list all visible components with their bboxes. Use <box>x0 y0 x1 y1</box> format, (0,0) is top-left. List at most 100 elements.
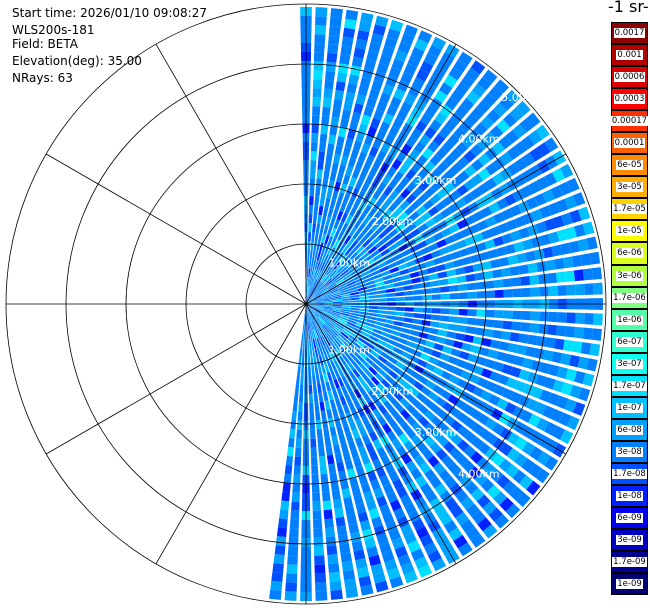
ppi-gate <box>278 518 288 529</box>
ppi-gate <box>336 425 344 436</box>
ppi-gate <box>365 280 375 286</box>
ppi-gate <box>285 455 294 466</box>
ppi-gate <box>313 70 323 80</box>
ppi-gate <box>559 163 574 179</box>
ppi-gate <box>349 476 359 488</box>
ppi-gate <box>355 365 365 376</box>
ppi-gate <box>365 442 375 454</box>
ppi-gate <box>522 441 536 456</box>
ppi-gate <box>375 281 385 287</box>
ppi-gate <box>395 296 405 302</box>
ppi-gate <box>448 284 459 292</box>
ppi-gate <box>449 189 462 202</box>
ppi-gate <box>548 364 560 377</box>
ppi-gate <box>329 199 337 209</box>
ppi-gate <box>331 259 339 269</box>
ppi-gate <box>330 227 337 238</box>
ppi-gate <box>322 179 329 189</box>
ppi-gate <box>326 372 333 382</box>
ppi-gate <box>333 261 341 270</box>
ppi-gate <box>365 322 375 328</box>
ppi-gate <box>313 546 325 556</box>
ppi-gate <box>338 317 348 324</box>
ppi-gate <box>337 192 345 202</box>
ppi-gate <box>455 453 469 467</box>
ppi-gate <box>309 420 316 430</box>
ppi-gate <box>425 340 436 349</box>
ppi-gate <box>482 524 498 539</box>
ppi-gate <box>349 291 360 296</box>
ppi-gate <box>512 469 527 484</box>
azimuth-spoke-4 <box>305 303 567 455</box>
ppi-gate <box>396 109 408 122</box>
colorbar-level-6: 6e-05 <box>611 154 648 177</box>
ppi-gate <box>364 59 377 71</box>
ppi-gate <box>564 326 576 338</box>
ppi-gate <box>383 278 394 285</box>
ppi-gate <box>320 287 329 294</box>
ppi-gate <box>342 193 351 204</box>
ppi-gate <box>339 395 347 406</box>
colorbar: 0.0017 0.001 0.0006 0.0003 0.00017 0.0001 6e-0… <box>610 22 649 596</box>
ppi-gate <box>386 310 396 316</box>
ppi-gate <box>529 274 540 285</box>
ppi-gate <box>492 422 505 436</box>
ppi-gate <box>357 286 368 292</box>
ppi-gate <box>353 219 362 230</box>
ppi-gate <box>399 268 410 276</box>
ppi-gate <box>320 473 329 484</box>
ppi-gate <box>312 320 317 330</box>
range-ring-label: 1.00km <box>328 257 370 270</box>
ppi-gate <box>314 299 324 303</box>
ppi-gate <box>384 462 396 475</box>
ppi-gate <box>418 268 429 276</box>
ppi-gate <box>435 200 447 212</box>
ppi-gate <box>559 429 574 445</box>
ppi-gate <box>434 111 448 125</box>
ppi-gate <box>349 312 360 317</box>
ppi-gate <box>522 357 534 370</box>
ppi-gate <box>467 353 479 364</box>
ppi-gate <box>472 232 484 243</box>
ppi-gate <box>359 520 372 532</box>
ppi-gate <box>482 69 498 84</box>
ppi-gate <box>317 317 325 325</box>
ppi-gate <box>345 166 354 177</box>
ppi-gate <box>484 177 498 190</box>
ppi-gate <box>314 34 326 44</box>
range-ring-label: 4.00km <box>458 468 500 481</box>
ppi-gate <box>429 441 442 454</box>
ppi-gate <box>409 244 420 253</box>
ppi-gate <box>429 97 443 111</box>
ppi-gate <box>347 157 357 168</box>
ppi-gate <box>575 283 585 296</box>
ppi-gate <box>503 310 513 319</box>
ppi-gate <box>393 347 404 355</box>
ppi-gate <box>353 198 362 209</box>
ppi-gate <box>478 427 491 440</box>
ppi-gate <box>289 429 296 439</box>
ppi-gate <box>314 366 319 376</box>
ppi-gate <box>497 222 510 234</box>
ppi-gate <box>424 105 438 118</box>
ppi-gate <box>323 254 329 264</box>
ppi-gate <box>342 244 350 254</box>
ppi-gate <box>447 242 459 253</box>
ppi-gate <box>432 213 444 224</box>
ppi-gate <box>471 83 486 98</box>
ppi-gate <box>316 429 323 439</box>
ppi-gate <box>292 483 301 493</box>
ppi-gate <box>313 293 321 299</box>
colorbar-level-label: 1.7e-07 <box>612 380 647 391</box>
ppi-gate <box>562 339 574 352</box>
ppi-gate <box>324 322 332 330</box>
ppi-gate <box>531 209 544 222</box>
ppi-gate <box>363 105 374 117</box>
ppi-gate <box>312 309 320 317</box>
ppi-gate <box>411 398 422 409</box>
ppi-gate <box>530 311 540 321</box>
ppi-gate <box>313 308 322 315</box>
ppi-gate <box>500 267 512 277</box>
ppi-gate <box>556 395 569 410</box>
ppi-gate <box>368 295 378 299</box>
